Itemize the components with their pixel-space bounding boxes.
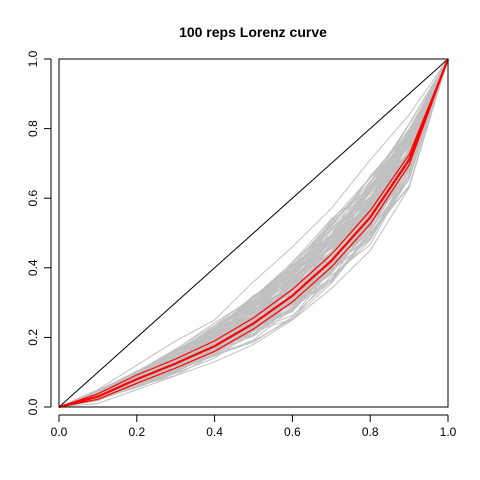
y-tick-label: 1.0 [26,50,40,67]
equality-line [58,58,449,408]
mean-curve [58,58,450,409]
y-tick-label: 0.6 [26,190,40,207]
y-tick-label: 0.2 [26,329,40,346]
replicate-curve [58,58,449,408]
mean-upper-bound [58,58,449,408]
replicate-curve [58,58,449,408]
x-tick-label: 0.0 [51,425,68,439]
x-tick-label: 1.0 [440,425,457,439]
x-axis: 0.0 0.2 0.4 0.6 0.8 1.0 [51,414,457,439]
replicate-curve [58,58,449,408]
x-tick-label: 0.8 [362,425,379,439]
chart-title: 100 reps Lorenz curve [179,24,327,40]
equality-line-layer [58,58,449,408]
replicate-curve [58,58,449,408]
y-tick-label: 0.8 [26,120,40,137]
y-tick-label: 0.0 [26,398,40,415]
x-tick-label: 0.6 [284,425,301,439]
replicate-curve [58,58,449,408]
x-tick-label: 0.2 [128,425,145,439]
mean-lower-bound [58,58,449,408]
replicate-curve [58,58,449,408]
plot-frame [58,58,449,408]
mean-curves [58,58,450,409]
replicate-curve [58,58,449,408]
y-axis: 0.0 0.2 0.4 0.6 0.8 1.0 [26,50,52,415]
x-tick-label: 0.4 [206,425,223,439]
replicate-curve [58,58,449,408]
replicate-curve [58,58,449,408]
y-tick-label: 0.4 [26,259,40,276]
